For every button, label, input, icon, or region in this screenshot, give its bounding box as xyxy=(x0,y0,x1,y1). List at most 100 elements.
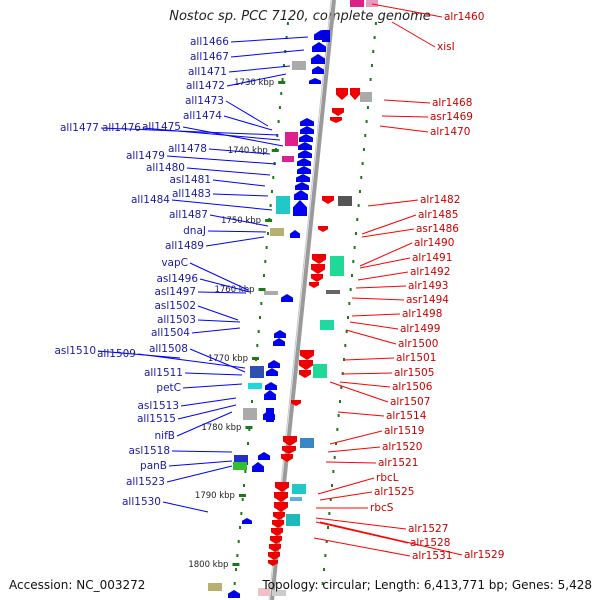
reverse-gene-arrow xyxy=(282,446,296,454)
inner-left-dot-track-dot xyxy=(260,302,263,305)
right-gene-leader xyxy=(351,297,405,301)
left-gene-label[interactable]: nifB xyxy=(155,430,175,442)
right-gene-label[interactable]: alr1499 xyxy=(400,323,440,335)
left-gene-label[interactable]: all1511 xyxy=(144,367,183,379)
scale-tick-label: 1790 kbp xyxy=(195,491,235,501)
right-gene-label[interactable]: alr1498 xyxy=(402,308,442,320)
left-gene-label[interactable]: asl1518 xyxy=(128,445,170,457)
left-gene-leader xyxy=(186,167,271,176)
reverse-gene-arrow xyxy=(268,552,280,560)
inner-left-dot-track-dot xyxy=(286,22,289,25)
forward-gene-arrow xyxy=(297,158,311,166)
left-gene-label[interactable]: asl1502 xyxy=(154,300,196,312)
right-gene-label[interactable]: alr1485 xyxy=(418,209,458,221)
right-gene-label[interactable]: alr1501 xyxy=(396,352,436,364)
left-gene-label[interactable]: all1480 xyxy=(146,162,185,174)
right-gene-label[interactable]: alr1528 xyxy=(410,537,450,549)
left-gene-label[interactable]: all1515 xyxy=(137,413,176,425)
right-gene-leader xyxy=(315,521,409,544)
right-gene-label[interactable]: alr1527 xyxy=(408,523,448,535)
left-gene-label[interactable]: all1478 xyxy=(168,143,207,155)
outer-right-dot-track-dot xyxy=(361,162,364,165)
right-gene-label[interactable]: alr1460 xyxy=(444,11,484,23)
reverse-gene-arrow xyxy=(299,370,311,378)
left-gene-label[interactable]: all1477 xyxy=(60,122,99,134)
left-gene-label[interactable]: all1476 xyxy=(102,122,141,134)
right-gene-label[interactable]: alr1482 xyxy=(420,194,460,206)
left-gene-label[interactable]: all1508 xyxy=(149,343,188,355)
left-gene-label[interactable]: all1479 xyxy=(126,150,165,162)
left-gene-label[interactable]: panB xyxy=(140,460,167,472)
outer-right-dot-track-dot xyxy=(325,540,328,543)
right-gene-label[interactable]: rbcL xyxy=(376,472,399,484)
left-gene-label[interactable]: all1503 xyxy=(157,314,196,326)
left-gene-label[interactable]: asl1513 xyxy=(137,400,179,412)
left-gene-label[interactable]: petC xyxy=(156,382,181,394)
left-gene-label[interactable]: all1487 xyxy=(169,209,208,221)
right-gene-label[interactable]: asr1494 xyxy=(406,294,449,306)
left-gene-label[interactable]: asl1497 xyxy=(154,286,196,298)
right-gene-label[interactable]: alr1521 xyxy=(378,457,418,469)
forward-gene-arrow xyxy=(258,452,270,460)
inner-left-dot-track-dot xyxy=(280,92,283,95)
left-gene-leader xyxy=(166,155,277,165)
left-gene-label[interactable]: all1472 xyxy=(186,80,225,92)
right-gene-label[interactable]: alr1493 xyxy=(408,280,448,292)
left-gene-label[interactable]: all1483 xyxy=(172,188,211,200)
right-gene-label[interactable]: alr1490 xyxy=(414,237,454,249)
left-gene-label[interactable]: all1473 xyxy=(185,95,224,107)
left-gene-label[interactable]: all1530 xyxy=(122,496,161,508)
left-gene-label[interactable]: all1523 xyxy=(126,476,165,488)
right-gene-label[interactable]: alr1491 xyxy=(412,252,452,264)
forward-gene-arrow xyxy=(264,390,276,400)
left-gene-label[interactable]: all1489 xyxy=(165,240,204,252)
right-gene-label[interactable]: alr1506 xyxy=(392,381,433,393)
right-gene-leader xyxy=(319,491,373,501)
left-gene-label[interactable]: all1509 xyxy=(97,348,136,360)
right-gene-label[interactable]: alr1500 xyxy=(398,338,438,350)
forward-gene-arrow xyxy=(266,368,278,376)
right-gene-label[interactable]: alr1492 xyxy=(410,266,450,278)
right-gene-label[interactable]: alr1470 xyxy=(430,126,470,138)
reverse-gene-arrow xyxy=(268,560,278,566)
right-gene-label[interactable]: rbcS xyxy=(370,502,394,514)
left-gene-label[interactable]: dnaJ xyxy=(183,225,206,237)
inner-left-dot-track-dot xyxy=(270,190,273,193)
inner-left-dot-track-dot xyxy=(265,246,268,249)
right-gene-label[interactable]: alr1531 xyxy=(412,550,452,562)
inner-left-dot-track-dot xyxy=(266,232,269,235)
left-gene-label[interactable]: all1466 xyxy=(190,36,229,48)
right-gene-label[interactable]: asr1486 xyxy=(416,223,459,235)
right-gene-label[interactable]: alr1525 xyxy=(374,486,414,498)
right-gene-leader xyxy=(381,115,429,118)
right-gene-label[interactable]: alr1529 xyxy=(464,549,504,561)
right-gene-label[interactable]: alr1520 xyxy=(382,441,422,453)
reverse-gene-arrow xyxy=(312,254,326,264)
outer-right-dot-track-dot xyxy=(354,232,357,235)
left-gene-label[interactable]: asl1481 xyxy=(169,174,211,186)
right-gene-label[interactable]: alr1468 xyxy=(432,97,472,109)
right-gene-label[interactable]: alr1514 xyxy=(386,410,427,422)
left-gene-label[interactable]: all1504 xyxy=(151,327,190,339)
left-gene-label[interactable]: all1474 xyxy=(183,110,222,122)
right-gene-label[interactable]: alr1507 xyxy=(390,396,430,408)
left-gene-label[interactable]: asl1496 xyxy=(156,273,198,285)
left-gene-label[interactable]: all1471 xyxy=(188,66,227,78)
right-gene-label[interactable]: alr1519 xyxy=(384,425,424,437)
outer-right-dot-track-dot xyxy=(365,120,368,123)
right-gene-leader xyxy=(357,271,409,281)
right-gene-leader xyxy=(359,242,413,267)
left-gene-label[interactable]: asl1510 xyxy=(54,345,96,357)
inner-left-dot-track-dot xyxy=(272,176,275,179)
left-gene-label[interactable]: all1475 xyxy=(142,121,181,133)
forward-gene-box xyxy=(248,383,262,389)
right-gene-leader xyxy=(359,257,411,269)
left-gene-label[interactable]: all1484 xyxy=(131,194,170,206)
left-gene-label[interactable]: all1467 xyxy=(190,51,229,63)
reverse-gene-box xyxy=(300,438,314,448)
left-gene-label[interactable]: vapC xyxy=(161,257,188,269)
right-gene-label[interactable]: asr1469 xyxy=(430,111,473,123)
outer-right-dot-track-dot xyxy=(374,22,377,25)
right-gene-label[interactable]: alr1505 xyxy=(394,367,434,379)
right-gene-label[interactable]: xisI xyxy=(437,41,455,53)
